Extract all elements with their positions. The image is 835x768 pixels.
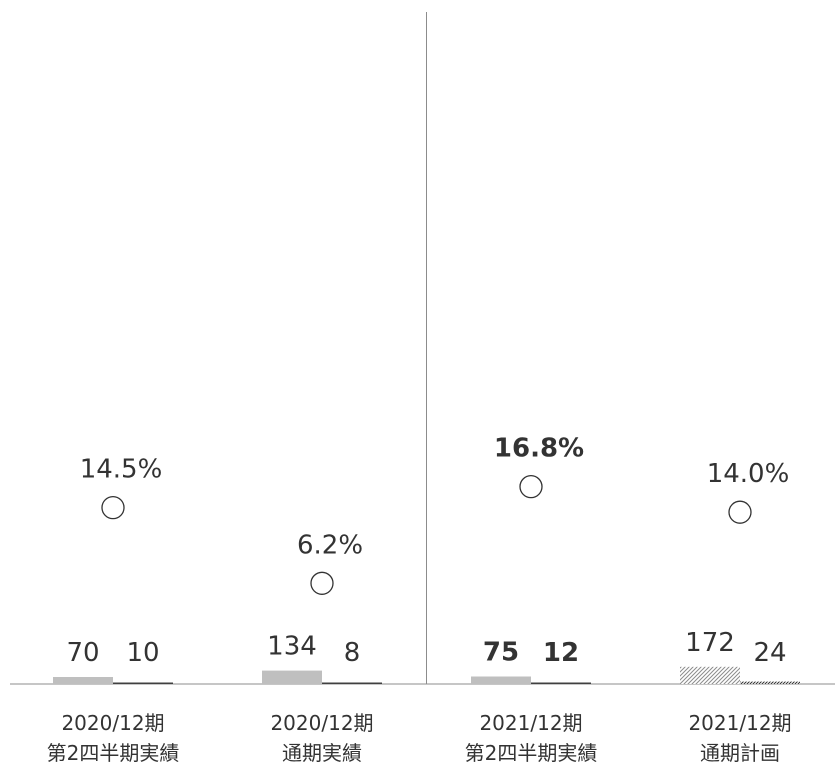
bar-left-label-2: 75 bbox=[483, 638, 519, 668]
ratio-label-1: 6.2% bbox=[297, 530, 363, 560]
category-label-line2-3: 通期計画 bbox=[700, 741, 780, 765]
category-label-line2-1: 通期実績 bbox=[282, 741, 362, 765]
category-label-line1-1: 2020/12期 bbox=[270, 711, 373, 735]
bar-right-label-0: 10 bbox=[126, 638, 159, 668]
ratio-marker-0 bbox=[101, 495, 125, 520]
bar-right-0 bbox=[113, 682, 173, 684]
ratio-label-0: 14.5% bbox=[80, 455, 163, 485]
bar-right-3 bbox=[740, 681, 800, 684]
bar-left-0 bbox=[53, 677, 113, 684]
category-label-line2-0: 第2四半期実績 bbox=[47, 741, 180, 765]
ratio-marker-2 bbox=[519, 475, 543, 499]
ratio-label-2: 16.8% bbox=[494, 434, 584, 464]
bar-left-label-0: 70 bbox=[66, 638, 99, 668]
bar-left-label-3: 172 bbox=[685, 628, 735, 658]
bar-right-2 bbox=[531, 682, 591, 684]
bar-left-label-1: 134 bbox=[267, 632, 317, 662]
bar-left-3 bbox=[680, 666, 740, 684]
bar-right-label-1: 8 bbox=[344, 638, 361, 668]
bar-right-label-3: 24 bbox=[753, 638, 786, 668]
category-label-line2-2: 第2四半期実績 bbox=[465, 741, 598, 765]
bar-left-2 bbox=[471, 676, 531, 684]
bar-right-label-2: 12 bbox=[543, 638, 579, 668]
ratio-label-3: 14.0% bbox=[707, 459, 790, 489]
ratio-marker-3 bbox=[728, 500, 752, 524]
bar-left-1 bbox=[262, 670, 322, 684]
category-label-line1-0: 2020/12期 bbox=[61, 711, 164, 735]
category-label-line1-2: 2021/12期 bbox=[479, 711, 582, 735]
ratio-marker-1 bbox=[310, 571, 334, 595]
bar-right-1 bbox=[322, 682, 382, 684]
category-label-line1-3: 2021/12期 bbox=[688, 711, 791, 735]
